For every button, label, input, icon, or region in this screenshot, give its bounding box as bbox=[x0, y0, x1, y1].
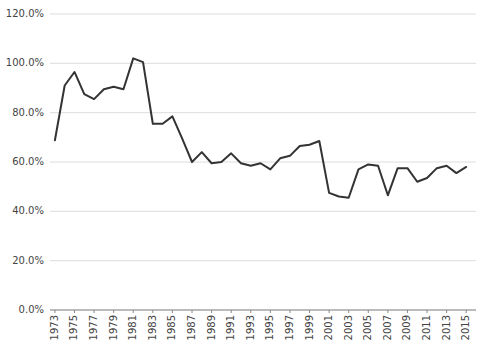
x-tick bbox=[192, 310, 193, 313]
x-tick-label: 1979 bbox=[108, 315, 119, 340]
x-tick-label: 2007 bbox=[382, 315, 393, 340]
grid-line bbox=[50, 14, 476, 15]
x-tick-label: 1985 bbox=[166, 315, 177, 340]
x-tick bbox=[289, 310, 290, 313]
x-tick bbox=[368, 310, 369, 313]
grid-line bbox=[50, 162, 476, 163]
x-tick-label: 2001 bbox=[323, 315, 334, 340]
x-tick bbox=[407, 310, 408, 313]
x-tick bbox=[152, 310, 153, 313]
grid-line bbox=[50, 211, 476, 212]
x-tick bbox=[113, 310, 114, 313]
x-tick-label: 1983 bbox=[147, 315, 158, 340]
x-tick bbox=[94, 310, 95, 313]
x-tick bbox=[172, 310, 173, 313]
x-tick bbox=[387, 310, 388, 313]
plot-area bbox=[55, 58, 466, 197]
x-tick bbox=[348, 310, 349, 313]
x-tick bbox=[466, 310, 467, 313]
x-tick bbox=[446, 310, 447, 313]
background bbox=[0, 0, 488, 352]
x-tick-label: 1973 bbox=[49, 315, 60, 340]
x-tick-label: 1987 bbox=[186, 315, 197, 340]
grid-line bbox=[50, 260, 476, 261]
y-grid bbox=[50, 14, 476, 310]
x-tick-label: 1989 bbox=[206, 315, 217, 340]
x-tick bbox=[427, 310, 428, 313]
grid-line bbox=[50, 63, 476, 64]
x-tick-label: 1999 bbox=[304, 315, 315, 340]
chart-container: 0.0% 20.0% 40.0% 60.0% 80.0% 100.0% 120.0% 1973… bbox=[0, 0, 488, 352]
x-tick-label: 2005 bbox=[362, 315, 373, 340]
x-tick-label: 1995 bbox=[264, 315, 275, 340]
x-tick bbox=[74, 310, 75, 313]
x-tick-label: 2003 bbox=[343, 315, 354, 340]
x-tick bbox=[231, 310, 232, 313]
y-tick-label: 80.0% bbox=[12, 107, 44, 118]
y-tick-label: 60.0% bbox=[12, 156, 44, 167]
y-tick-labels: 0.0% 20.0% 40.0% 60.0% 80.0% 100.0% 120.0% bbox=[6, 8, 44, 315]
y-tick-label: 0.0% bbox=[19, 304, 44, 315]
y-tick-label: 40.0% bbox=[12, 205, 44, 216]
x-tick-label: 2011 bbox=[421, 315, 432, 340]
x-tick-label: 1975 bbox=[68, 315, 79, 340]
x-tick bbox=[133, 310, 134, 313]
y-tick-label: 100.0% bbox=[6, 57, 44, 68]
x-tick-labels: 1973 1975 1977 1979 1981 1983 1985 1987 1989 1991… bbox=[49, 310, 471, 340]
x-tick-label: 1993 bbox=[245, 315, 256, 340]
x-tick-label: 1997 bbox=[284, 315, 295, 340]
x-tick bbox=[250, 310, 251, 313]
x-tick bbox=[211, 310, 212, 313]
chart-svg: 0.0% 20.0% 40.0% 60.0% 80.0% 100.0% 120.0% 1973… bbox=[0, 0, 488, 352]
y-tick-label: 20.0% bbox=[12, 255, 44, 266]
x-tick bbox=[270, 310, 271, 313]
data-line bbox=[55, 58, 466, 197]
x-tick bbox=[309, 310, 310, 313]
x-tick-label: 2015 bbox=[460, 315, 471, 340]
x-tick-label: 1991 bbox=[225, 315, 236, 340]
x-tick-label: 2009 bbox=[401, 315, 412, 340]
x-tick-label: 1981 bbox=[127, 315, 138, 340]
x-tick-label: 1977 bbox=[88, 315, 99, 340]
grid-line bbox=[50, 112, 476, 113]
x-tick bbox=[329, 310, 330, 313]
y-tick-label: 120.0% bbox=[6, 8, 44, 19]
x-tick bbox=[54, 310, 55, 313]
x-tick-label: 2013 bbox=[441, 315, 452, 340]
